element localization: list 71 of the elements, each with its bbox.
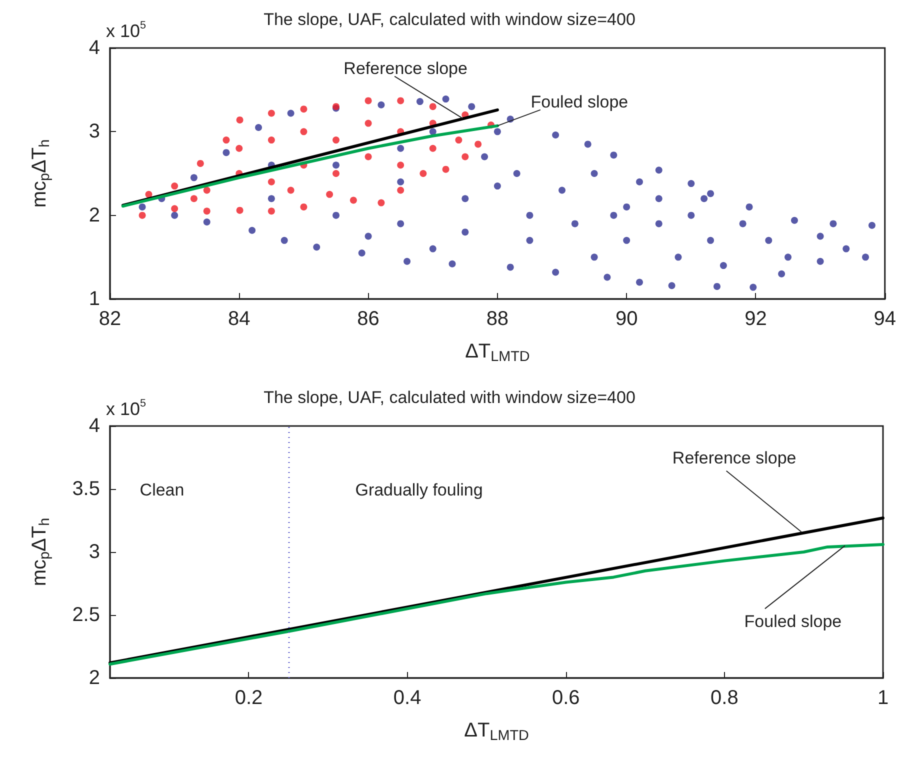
point: [442, 166, 450, 173]
point: [378, 199, 385, 206]
x-tick-label: 94: [874, 308, 896, 330]
annotation: Reference slope: [344, 58, 468, 78]
point: [268, 178, 275, 186]
point: [397, 162, 404, 169]
x-tick-label: 88: [486, 308, 509, 330]
x-tick-label: 0.2: [234, 687, 263, 709]
point: [364, 153, 372, 160]
y-tick-label: 2: [88, 204, 100, 226]
y-axis-title: mcpΔTh: [28, 518, 53, 586]
point: [145, 190, 152, 198]
y-tick-label: 3.5: [72, 478, 100, 500]
point: [190, 195, 198, 202]
point: [455, 136, 462, 144]
point: [300, 106, 308, 113]
point: [364, 120, 372, 127]
point: [196, 160, 204, 167]
point: [138, 212, 146, 219]
x-tick-label: 0.6: [552, 687, 580, 709]
point: [474, 140, 482, 148]
x-tick-label: 82: [98, 308, 122, 330]
point: [462, 153, 469, 160]
point: [300, 203, 308, 210]
annotation: Fouled slope: [530, 92, 628, 112]
point: [332, 136, 340, 144]
x-tick-label: 90: [615, 308, 638, 330]
annotation: Fouled slope: [744, 612, 842, 632]
line-series: [108, 542, 884, 666]
point: [287, 186, 294, 194]
point: [203, 186, 210, 194]
annotation: Reference slope: [672, 448, 796, 468]
point: [268, 208, 275, 215]
x-tick-label: 1: [877, 687, 889, 709]
y-tick-label: 4: [88, 37, 100, 59]
point: [171, 182, 178, 190]
point: [397, 186, 404, 194]
point: [364, 97, 372, 104]
point: [300, 128, 308, 136]
point: [203, 208, 210, 215]
y-tick-label: 4: [88, 415, 100, 437]
y-axis-title: mcpΔTh: [28, 139, 53, 208]
x-tick-label: 86: [357, 308, 380, 330]
x-tick-label: 0.4: [393, 687, 422, 709]
line-series: [121, 124, 499, 208]
chart-title: The slope, UAF, calculated with window size=400: [264, 388, 636, 407]
annotation: Clean: [140, 480, 184, 500]
point: [420, 170, 427, 177]
x-tick-label: 0.8: [710, 687, 738, 709]
y-tick-label: 1: [88, 288, 100, 310]
point: [429, 103, 436, 110]
y-tick-label: 2: [88, 667, 100, 689]
annotation: Gradually fouling: [355, 480, 483, 500]
point: [397, 97, 404, 104]
y-tick-label: 3: [88, 120, 100, 143]
point: [222, 136, 230, 144]
point: [332, 170, 340, 177]
point: [171, 205, 178, 212]
point: [326, 190, 334, 198]
chart-title: The slope, UAF, calculated with window size=400: [264, 10, 636, 29]
point: [236, 206, 244, 214]
point: [268, 110, 275, 117]
point: [236, 116, 244, 124]
point: [429, 144, 436, 152]
point: [350, 196, 357, 204]
x-tick-label: 92: [744, 308, 767, 330]
point: [236, 144, 243, 152]
x-tick-label: 84: [228, 308, 250, 330]
point: [268, 136, 275, 144]
y-tick-label: 2.5: [72, 604, 100, 626]
y-tick-label: 3: [88, 541, 100, 563]
